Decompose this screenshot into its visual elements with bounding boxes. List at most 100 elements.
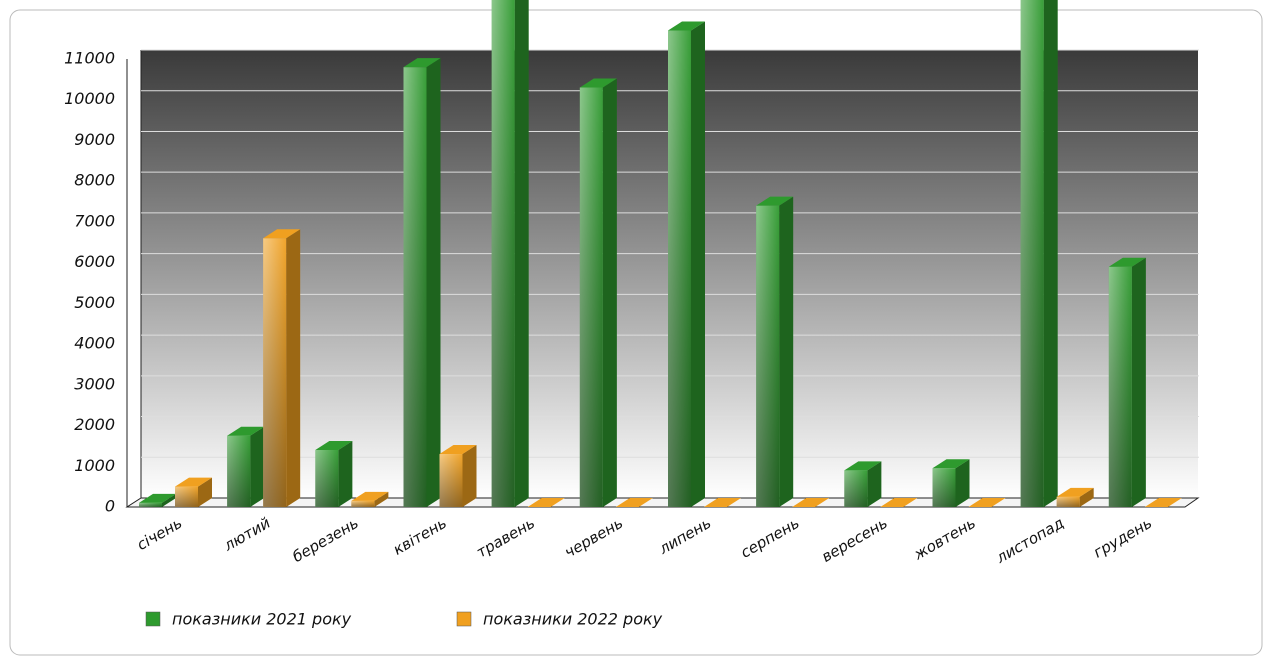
bar-side-shade [162,493,176,507]
bar [491,0,529,508]
bar-top [579,78,617,88]
bar-top [932,459,970,469]
bar-side [374,491,389,507]
bar-top [880,498,918,507]
bar [932,459,970,507]
bar-side [1079,487,1094,507]
legend-label: показники 2022 року [483,610,663,629]
bar [615,498,653,507]
bar-front-shade [491,0,515,508]
bar-side-shade [1079,487,1094,507]
bar-side-shade [779,196,794,508]
bar-front-shade [227,435,251,507]
bar-side-shade [514,0,529,507]
bar [579,78,617,507]
bar-top [315,440,353,450]
floor [125,497,1200,508]
bar [315,440,353,507]
bar [263,229,301,507]
y-tick-label: 3000 [74,374,115,393]
y-tick-label: 1000 [74,456,115,475]
y-tick-label: 0 [105,497,115,516]
bar-side-shade [198,477,212,507]
bar-side [1131,257,1146,507]
bar-front-shade [668,30,691,508]
bar-top [668,21,705,31]
bar-top [756,196,794,206]
bar-top [527,498,565,507]
bar-side [286,229,301,507]
y-tick-label: 4000 [74,334,115,353]
bar-front-shade [439,454,463,507]
bar-top [1108,257,1146,267]
bar-top [139,493,176,503]
bar-top [175,477,212,487]
bar-side-shade [250,426,265,507]
bar-side-shade [462,445,477,507]
bar-side [462,445,477,507]
bar [792,498,830,507]
bar-top [704,498,741,507]
y-tick-label: 9000 [74,130,115,149]
bar-side [250,426,265,507]
bar [1056,487,1094,507]
bar [668,21,705,508]
bar [880,498,918,507]
bar-top [1144,498,1182,507]
bar-side-shade [338,440,353,507]
bar-front-shade [403,67,427,508]
bar-front-shade [579,87,603,507]
bar [351,491,389,507]
bar [704,498,741,507]
bar-side [867,461,882,507]
bar-top [844,461,882,471]
bar-side [691,21,705,508]
bar-side-shade [602,78,617,507]
bar-side-shade [867,461,882,507]
legend-swatch [456,611,472,627]
bar-top [403,58,441,68]
bar-top [351,491,389,501]
bar [403,58,441,508]
bar [1144,498,1182,507]
bar-side [514,0,529,507]
bar-top [968,498,1006,507]
bar [227,426,265,507]
bar-front-shade [1056,496,1080,507]
legend-label: показники 2021 року [172,610,352,629]
bar-front-shade [932,468,956,507]
bar-front-shade [315,449,339,507]
y-tick-label: 5000 [74,293,115,312]
bar-top [439,445,477,455]
bar-top [227,426,265,436]
bar-front-shade [139,502,162,507]
bar-side [426,58,441,508]
bar-side [198,477,212,507]
bar-front-shade [263,238,287,507]
bar-side [162,493,176,507]
bar [139,493,176,507]
bar-side [779,196,794,508]
y-tick-label: 7000 [74,211,115,230]
y-tick-label: 2000 [74,415,115,434]
bar-side [602,78,617,507]
bar-top [615,498,653,507]
bar-front-shade [756,205,780,508]
bar-front-shade [1020,0,1044,508]
bar-front-shade [1108,266,1132,507]
bar-side-shade [1043,0,1058,507]
bar-side [338,440,353,507]
bar-side [955,459,970,507]
y-tick-label: 6000 [74,252,115,271]
bar-side-shade [374,491,389,507]
bar-side-shade [286,229,301,507]
bar-side-shade [691,21,705,508]
bar-front-shade [351,500,375,507]
y-tick-label: 10000 [64,89,115,108]
bar [844,461,882,507]
bar-front-shade [844,470,868,507]
bar-side-shade [426,58,441,508]
bar [756,196,794,508]
bar-front-shade [175,486,198,507]
